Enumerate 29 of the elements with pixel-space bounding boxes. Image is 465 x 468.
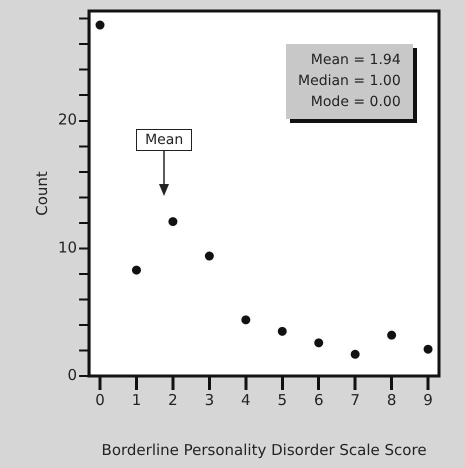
x-tick-label: 2 — [168, 390, 178, 409]
x-tick-label: 5 — [277, 390, 288, 409]
point — [350, 350, 360, 359]
point — [387, 330, 396, 340]
annotation: Median = 1.00 — [298, 72, 401, 91]
x-tick-label: 6 — [314, 390, 324, 409]
x-tick-label: 3 — [204, 390, 214, 409]
x-tick-label: 8 — [386, 390, 396, 409]
y-tick-label: 20 — [58, 110, 78, 129]
x-tick-label: 0 — [95, 390, 105, 409]
annotation: Mode = 0.00 — [310, 93, 401, 112]
point — [132, 266, 141, 275]
point — [241, 315, 250, 324]
x-tick-label: 1 — [132, 390, 142, 409]
y-tick-label: 0 — [68, 366, 78, 384]
x-axis-title: Borderline Personality Disorder Scale Score — [102, 440, 427, 459]
x-tick-label: 4 — [241, 390, 251, 409]
point — [424, 344, 433, 354]
point — [314, 338, 324, 348]
annotation: Mean = 1.94 — [310, 51, 401, 70]
x-tick-label: 7 — [350, 390, 360, 409]
point — [278, 326, 287, 336]
x-tick-label: 9 — [423, 390, 433, 409]
point — [96, 20, 105, 30]
point — [204, 252, 214, 261]
y-axis-title: Count — [32, 171, 51, 216]
point — [168, 217, 178, 226]
y-tick-label: 10 — [58, 238, 78, 256]
annotation: Mean — [136, 129, 192, 151]
